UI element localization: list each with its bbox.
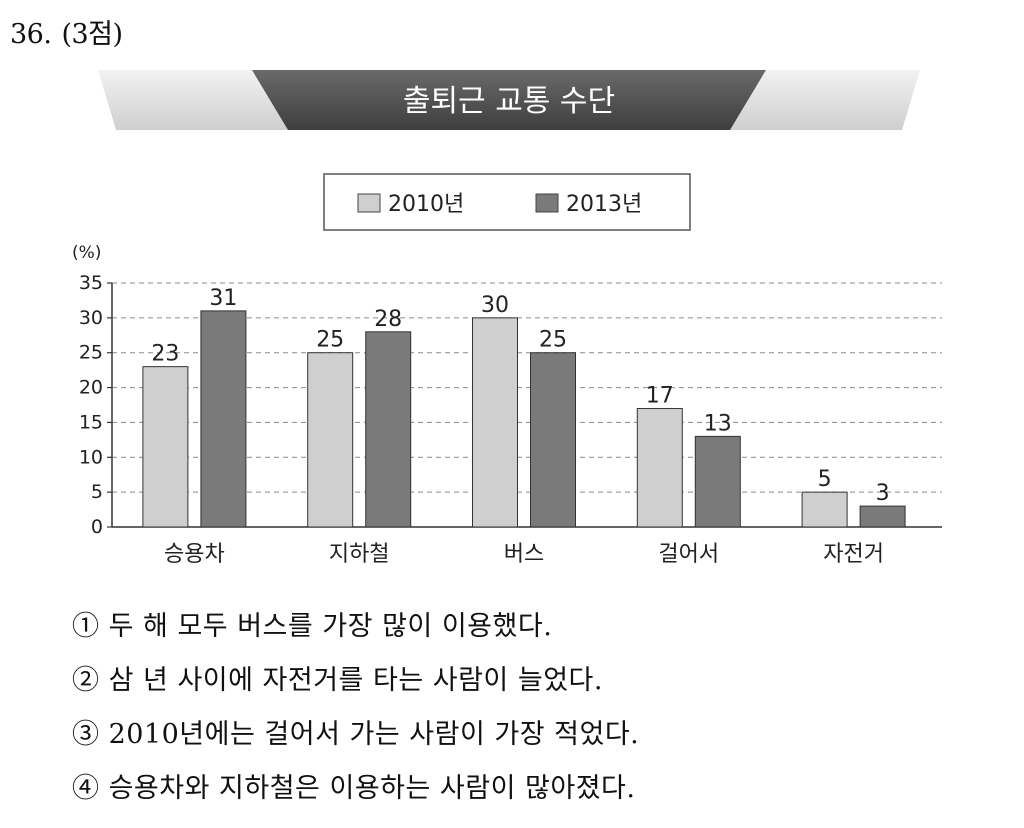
x-tick-label: 승용차 [164, 542, 225, 567]
question-points: (3점) [61, 19, 123, 50]
data-label: 3 [876, 481, 890, 506]
choice-2-text: 삼 년 사이에 자전거를 타는 사람이 늘었다. [108, 665, 603, 696]
bar [530, 352, 576, 528]
choice-4[interactable]: ④ 승용차와 지하철은 이용하는 사람이 많아졌다. [72, 762, 639, 816]
choice-3-text: 2010년에는 걸어서 가는 사람이 가장 적었다. [108, 719, 640, 750]
title-tab [252, 70, 766, 130]
data-label: 25 [316, 328, 344, 353]
question-header: 36. (3점) [10, 12, 133, 51]
legend-box [323, 173, 691, 231]
legend-swatch-2010 [357, 193, 381, 213]
bar [365, 331, 412, 528]
choice-4-marker: ④ [72, 773, 100, 804]
choice-2[interactable]: ② 삼 년 사이에 자전거를 타는 사람이 늘었다. [72, 654, 639, 708]
bar [801, 491, 848, 528]
x-tick-label: 버스 [504, 542, 544, 567]
chart-title: 출퇴근 교통 수단 [403, 84, 615, 119]
choice-1-text: 두 해 모두 버스를 가장 많이 이용했다. [108, 611, 553, 642]
legend-label-2013: 2013년 [566, 192, 642, 217]
choice-2-marker: ② [72, 665, 100, 696]
data-label: 30 [481, 293, 509, 318]
data-label: 13 [704, 411, 732, 436]
x-tick-label: 걸어서 [658, 542, 719, 567]
legend-label-2010: 2010년 [388, 192, 464, 217]
legend-swatch-2013 [535, 193, 559, 213]
x-tick-label: 지하철 [329, 542, 390, 567]
legend: 2010년 2013년 [323, 173, 691, 231]
bar [636, 407, 683, 528]
choice-1[interactable]: ① 두 해 모두 버스를 가장 많이 이용했다. [72, 600, 639, 654]
question-number: 36. [10, 19, 52, 50]
data-label: 17 [646, 383, 674, 408]
data-label: 25 [539, 328, 567, 353]
bars: 23 31 25 28 30 25 17 13 5 3 [142, 286, 906, 528]
title-banner: 출퇴근 교통 수단 [98, 70, 920, 130]
bar [694, 435, 741, 528]
y-tick-label: 15 [79, 411, 103, 433]
data-label: 5 [818, 467, 832, 492]
data-label: 23 [151, 342, 179, 367]
y-tick-label: 20 [79, 377, 103, 399]
answer-choices: ① 두 해 모두 버스를 가장 많이 이용했다. ② 삼 년 사이에 자전거를 … [72, 600, 639, 816]
bar [200, 310, 247, 528]
y-tick-label: 35 [79, 272, 103, 294]
choice-3-marker: ③ [72, 719, 100, 750]
y-unit-label: (%) [72, 243, 101, 263]
x-tick-label: 자전거 [823, 542, 884, 567]
data-label: 28 [374, 307, 402, 332]
grid-lines [112, 282, 942, 493]
x-axis-labels: 승용차 지하철 버스 걸어서 자전거 [164, 542, 884, 567]
bar [307, 352, 354, 528]
bar-chart: 출퇴근 교통 수단 2010년 2013년 (%) 05101520253035… [72, 70, 942, 567]
bar [859, 505, 906, 528]
data-label: 31 [209, 286, 237, 311]
bar [142, 366, 189, 528]
y-tick-label: 5 [91, 481, 103, 503]
chart-container: 출퇴근 교통 수단 2010년 2013년 (%) 0 5 10 15 20 25 30 35… [70, 68, 946, 573]
y-tick-label: 0 [91, 516, 103, 538]
bar [472, 317, 518, 528]
choice-1-marker: ① [72, 611, 100, 642]
choice-4-text: 승용차와 지하철은 이용하는 사람이 많아졌다. [108, 773, 636, 804]
y-tick-label: 30 [79, 307, 103, 329]
y-tick-label: 10 [79, 446, 103, 468]
choice-3[interactable]: ③ 2010년에는 걸어서 가는 사람이 가장 적었다. [72, 708, 639, 762]
y-tick-label: 25 [79, 342, 103, 364]
